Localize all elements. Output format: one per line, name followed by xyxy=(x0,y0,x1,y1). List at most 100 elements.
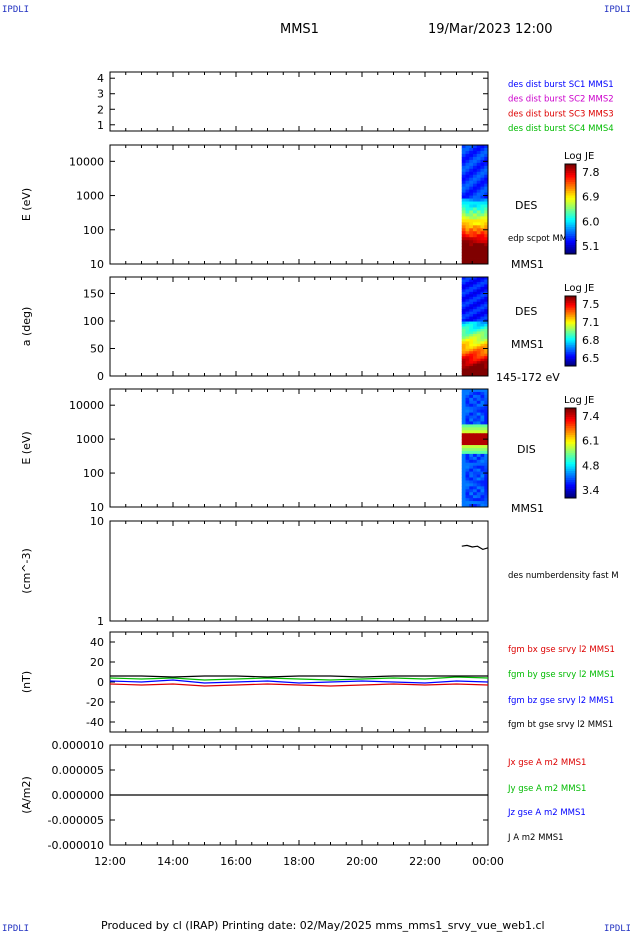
spectrogram-cell xyxy=(473,189,478,193)
spectrogram-cell xyxy=(480,424,485,428)
colorbar-cell xyxy=(565,439,576,443)
spectrogram-cell xyxy=(473,333,478,337)
spectrogram-cell xyxy=(476,189,481,193)
series-line xyxy=(109,683,489,687)
spectrogram-cell xyxy=(465,165,470,170)
spectrogram-cell xyxy=(476,471,481,475)
spectrogram-cell xyxy=(465,156,470,161)
spectrogram-cell xyxy=(461,480,466,484)
spacecraft-label: MMS1 xyxy=(511,338,544,351)
legend-entry: fgm bz gse srvy l2 MMS1 xyxy=(508,696,614,706)
spectrogram-cell xyxy=(484,468,489,472)
colorbar-cell xyxy=(565,471,576,474)
spectrogram-cell xyxy=(484,326,489,330)
y-tick-label: -0.000010 xyxy=(48,839,104,852)
spectrogram-cell xyxy=(465,180,470,185)
spectrogram-cell xyxy=(484,346,489,350)
spectrogram-cell xyxy=(473,234,478,238)
spectrogram-cell xyxy=(469,309,474,313)
spectrogram-cell xyxy=(473,201,478,205)
spectrogram-cell xyxy=(461,249,466,253)
colorbar-cell xyxy=(565,343,576,346)
y-axis: 10 1 (cm^-3) xyxy=(20,515,488,628)
spectrogram-cell xyxy=(480,501,485,505)
spectrogram-cell xyxy=(469,145,474,149)
spectrogram-cell xyxy=(469,311,474,315)
spectrogram-cell xyxy=(476,192,481,196)
spectrogram-cell xyxy=(461,198,466,202)
spectrogram-cell xyxy=(476,296,481,300)
spectrogram-cell xyxy=(465,421,470,425)
spectrogram-cell xyxy=(461,145,466,149)
y-tick-label: 100 xyxy=(83,315,104,328)
spectrogram-cell xyxy=(484,421,489,425)
spectrogram-cell xyxy=(461,195,466,199)
spectrogram-cell xyxy=(473,453,478,458)
spectrogram-cell xyxy=(469,421,474,425)
spectrogram-cell xyxy=(469,321,474,325)
y-tick-label: 150 xyxy=(83,288,104,301)
spectrogram-cell xyxy=(480,474,485,478)
spectrogram-cell xyxy=(484,498,489,502)
spectrogram-cell xyxy=(480,306,485,310)
spectrogram-cell xyxy=(461,501,466,505)
spectrogram-cell xyxy=(465,415,470,419)
spectrogram-cell xyxy=(480,222,485,226)
spectrogram-cell xyxy=(476,145,481,149)
colorbar-cell xyxy=(565,345,576,348)
spectrogram-cell xyxy=(480,328,485,332)
y-tick-label: -0.000005 xyxy=(48,814,104,827)
spectrogram-cell xyxy=(480,145,485,149)
spectrogram-cell xyxy=(484,314,489,317)
spectrogram-cell xyxy=(480,252,485,256)
spectrogram-cell xyxy=(469,486,474,490)
legend-entry: des dist burst SC2 MMS2 xyxy=(508,95,614,105)
energy-range-label: 145-172 eV xyxy=(496,371,560,384)
spectrogram-cell xyxy=(469,328,474,332)
spectrogram-cell xyxy=(461,409,466,413)
spectrogram-cell xyxy=(469,439,474,443)
spectrogram-cell xyxy=(476,456,481,461)
spectrogram-cell xyxy=(465,291,470,295)
spectrogram-cell xyxy=(473,225,478,229)
spectrogram-cell xyxy=(476,159,481,164)
colorbar-cell xyxy=(565,408,576,411)
spectrogram-cell xyxy=(476,246,481,250)
spectrogram-cell xyxy=(484,299,489,303)
colorbar-cell xyxy=(565,412,576,416)
spectrogram-cell xyxy=(484,213,489,217)
spectrogram-cell xyxy=(469,234,474,238)
spectrogram-cell xyxy=(465,249,470,253)
spectrogram-cell xyxy=(480,498,485,502)
spectrogram-cell xyxy=(476,219,481,223)
spectrogram-cell xyxy=(473,450,478,455)
spectrogram-cell xyxy=(480,366,485,369)
spectrogram-cell xyxy=(484,204,489,208)
spectrogram-cell xyxy=(480,492,485,496)
colorbar-cell xyxy=(565,191,576,194)
y-tick-label: 40 xyxy=(90,636,104,649)
spectrogram-cell xyxy=(480,468,485,472)
colorbar-cell xyxy=(565,486,576,490)
y-tick-label: -20 xyxy=(86,696,104,709)
spectrogram-cell xyxy=(461,486,466,490)
spectrogram-cell xyxy=(469,501,474,505)
spectrogram-cell xyxy=(480,421,485,425)
spectrogram-cell xyxy=(480,400,485,405)
spectrogram-cell xyxy=(465,331,470,335)
spectrogram-cell xyxy=(480,397,485,402)
spectrogram-cell xyxy=(484,456,489,461)
legend-entry: J A m2 MMS1 xyxy=(507,833,564,843)
spectrogram-cell xyxy=(484,189,489,193)
colorbar-cell xyxy=(565,222,576,226)
spectrogram-cell xyxy=(484,150,489,155)
spectrogram-cell xyxy=(469,465,474,470)
colorbar-cell xyxy=(565,296,576,299)
spectrogram-cell xyxy=(480,333,485,337)
colorbar-cell xyxy=(565,173,576,176)
spectrogram-cell xyxy=(461,324,466,327)
x-tick-label: 22:00 xyxy=(409,855,441,868)
spectrogram-cell xyxy=(469,409,474,413)
spectrogram-cell xyxy=(484,465,489,470)
colorbar-cell xyxy=(565,297,576,300)
